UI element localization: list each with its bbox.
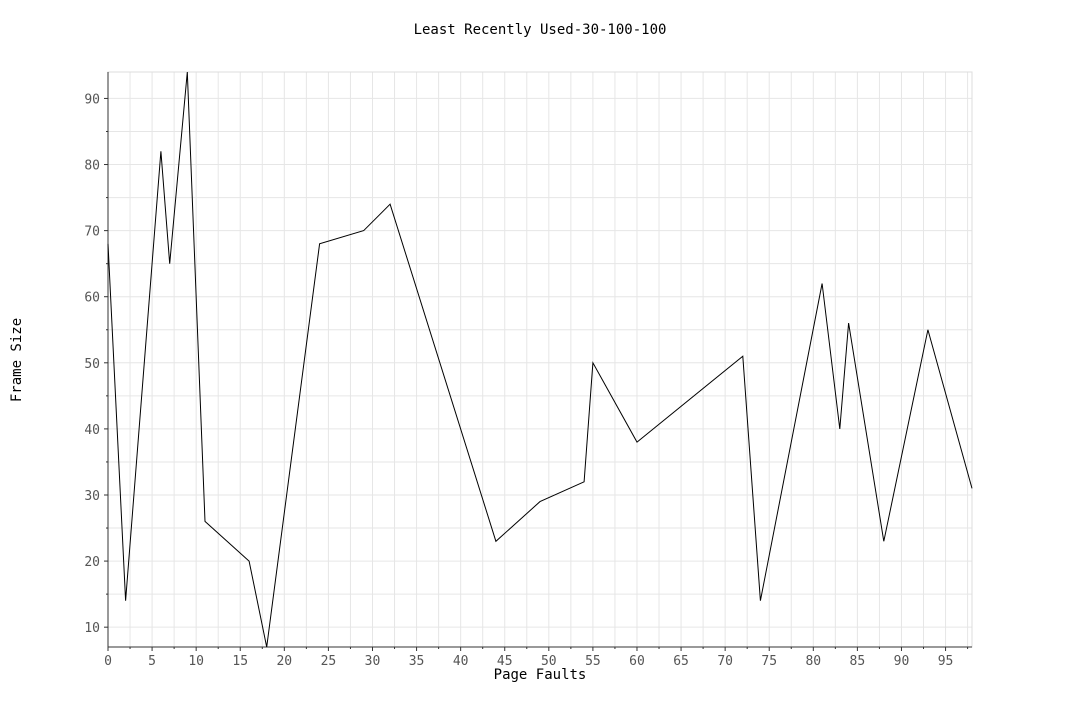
y-tick-label: 20: [84, 555, 100, 570]
y-tick-label: 30: [84, 489, 100, 504]
x-tick-label: 50: [541, 654, 557, 669]
x-tick-label: 55: [585, 654, 601, 669]
x-tick-label: 45: [497, 654, 513, 669]
x-tick-label: 70: [717, 654, 733, 669]
x-tick-label: 75: [761, 654, 777, 669]
x-tick-label: 0: [104, 654, 112, 669]
x-axis-label: Page Faults: [494, 667, 587, 683]
series-line: [107, 71, 973, 648]
x-tick-label: 85: [850, 654, 866, 669]
chart-title: Least Recently Used-30-100-100: [414, 22, 667, 38]
grid: [107, 72, 972, 647]
series-layer: [107, 71, 973, 648]
axes: 0 5 10 15 20 25 30 35 40 45 50 55 60 65 70 75 80 85 90 95 10…: [84, 72, 972, 669]
y-tick-label: 50: [84, 357, 100, 372]
x-tick-label: 10: [188, 654, 204, 669]
x-tick-label: 5: [148, 654, 156, 669]
x-tick-label: 65: [673, 654, 689, 669]
y-tick-label: 80: [84, 159, 100, 174]
y-axis-label: Frame Size: [9, 318, 25, 402]
x-tick-label: 30: [365, 654, 381, 669]
x-tick-label: 95: [938, 654, 954, 669]
y-tick-label: 10: [84, 621, 100, 636]
x-tick-label: 80: [805, 654, 821, 669]
y-tick-label: 40: [84, 423, 100, 438]
x-tick-label: 90: [894, 654, 910, 669]
y-tick-label: 60: [84, 291, 100, 306]
y-tick-label: 70: [84, 225, 100, 240]
x-tick-label: 40: [453, 654, 469, 669]
x-tick-label: 20: [276, 654, 292, 669]
x-tick-label: 60: [629, 654, 645, 669]
x-tick-label: 15: [232, 654, 248, 669]
y-tick-label: 90: [84, 92, 100, 107]
x-tick-label: 25: [321, 654, 337, 669]
x-tick-label: 35: [409, 654, 425, 669]
